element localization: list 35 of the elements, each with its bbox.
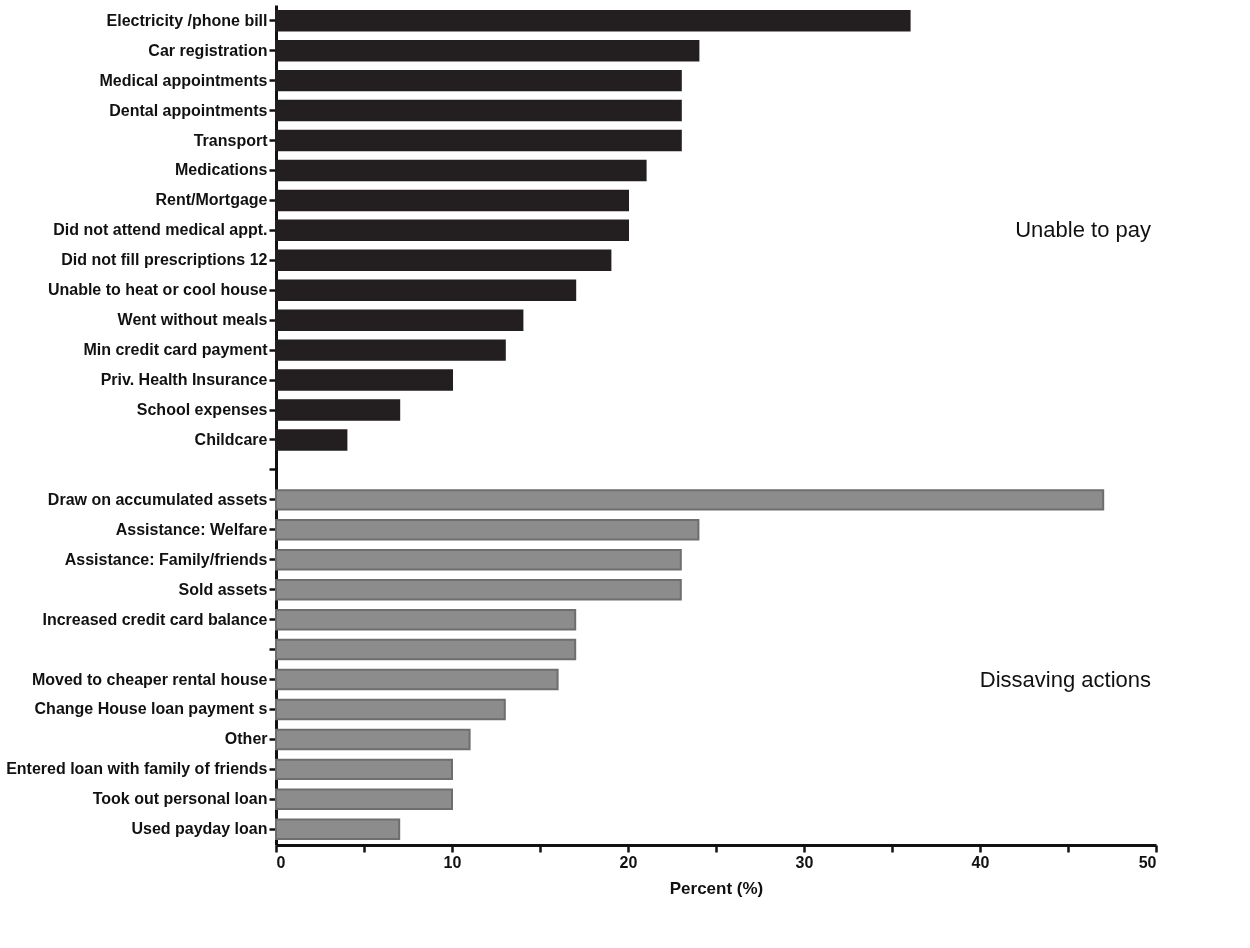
y-tick-label: Did not fill prescriptions 12 [61,251,268,269]
x-tick-label: 40 [971,853,990,871]
x-axis-title: Percent (%) [669,878,764,898]
y-tick-label: Increased credit card balance [42,610,268,628]
y-tick-label: Electricity /phone bill [106,11,268,29]
x-tick-label: 20 [619,853,638,871]
y-tick-label: Sold assets [178,580,268,598]
y-tick-label: Medications [175,161,268,179]
y-tick-label: Transport [193,131,269,149]
y-tick-label: Dental appointments [109,101,268,119]
y-tick-label: Did not attend medical appt. [53,221,268,239]
y-tick-label: Moved to cheaper rental house [31,670,268,688]
y-tick-label: Medical appointments [99,71,268,89]
y-tick-label: Childcare [194,430,268,448]
y-tick-label: Min credit card payment [83,341,269,359]
y-tick-label: School expenses [136,401,268,419]
x-tick-label: 10 [443,853,462,871]
text: Dissaving actions [979,666,1151,692]
y-tick-label: Rent/Mortgage [155,191,268,209]
y-tick-label: Assistance: Family/friends [64,550,268,568]
x-tick-label: 50 [1138,853,1157,871]
y-tick-label: Priv. Health Insurance [100,371,268,389]
y-tick-label: Other [224,730,268,748]
y-tick-label: Used payday loan [131,820,268,838]
y-tick-label: Car registration [148,41,268,59]
y-tick-label: Took out personal loan [92,790,268,808]
y-tick-label: Draw on accumulated assets [47,490,268,508]
text: Unable to pay [1015,217,1151,243]
y-tick-label: Went without meals [117,311,268,329]
y-tick-label: Unable to heat or cool house [47,281,268,299]
x-tick-label: 0 [276,853,286,871]
x-tick-label: 30 [795,853,814,871]
y-tick-label: Change House loan payment s [34,700,268,718]
y-tick-label: Entered loan with family of friends [6,760,268,778]
y-tick-label: Assistance: Welfare [115,520,268,538]
